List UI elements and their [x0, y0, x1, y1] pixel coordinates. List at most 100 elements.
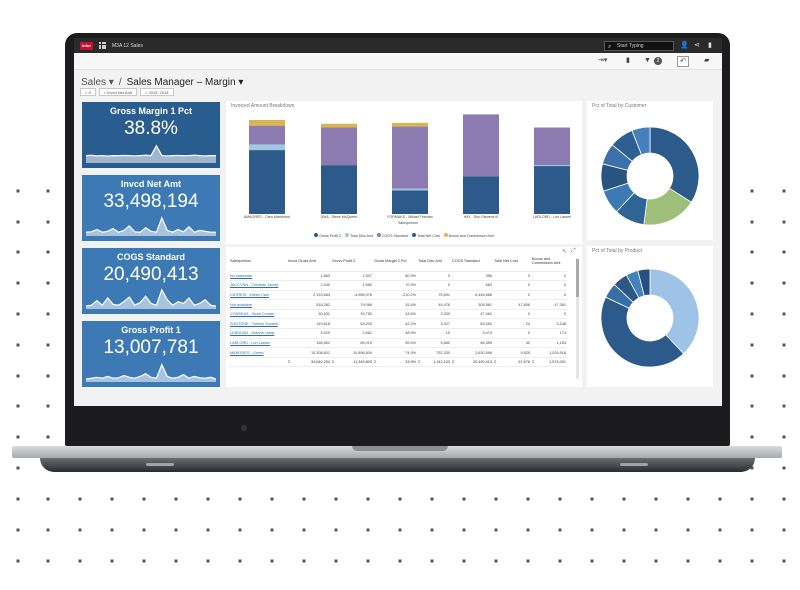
column-header[interactable]: Total Disc Amt: [417, 251, 451, 272]
legend-item[interactable]: Bonus and Commission Amt: [443, 233, 494, 238]
pattern-dot: [494, 497, 498, 501]
bookmark-toolbar-icon[interactable]: ▮: [626, 57, 630, 64]
table-cell: 47,856: [493, 299, 531, 310]
pattern-dot: [16, 250, 20, 254]
column-header[interactable]: Salesperson: [229, 251, 287, 272]
breadcrumb: Sales ▾ / Sales Manager – Margin ▾: [81, 77, 244, 88]
table-cell: 663: [451, 280, 493, 291]
pattern-dot: [16, 435, 20, 439]
table-row[interactable]: JACCYNN - Christian Jacobi 2,340 1,580 70.9…: [229, 280, 567, 291]
salesperson-link[interactable]: LENDDAN - Dianna Lewis: [229, 328, 287, 339]
salesperson-link[interactable]: LARLORD - Lori Larsen: [229, 338, 287, 349]
bar-segment[interactable]: [534, 165, 570, 167]
bar-segment[interactable]: [392, 188, 428, 191]
bar-segment[interactable]: [321, 123, 357, 128]
table-cell: 48.9%: [373, 328, 417, 339]
table-row[interactable]: MAROREG - Greed 15,308,601 10,896,834 74.9%…: [229, 347, 567, 358]
export-icon[interactable]: ⇥▾: [598, 57, 608, 64]
invcd-net-amt-tile[interactable]: Invcd Net Amt 33,498,194: [82, 175, 220, 241]
bar-segment[interactable]: [321, 165, 357, 214]
folder-icon[interactable]: ▰: [704, 57, 710, 64]
filter-pill-3[interactable]: < 2019, 2018: [140, 88, 174, 96]
table-cell: 0: [531, 290, 567, 301]
pattern-dot: [622, 497, 626, 501]
bar-segment[interactable]: [392, 190, 428, 215]
donut-slice[interactable]: [631, 126, 651, 156]
breadcrumb-current[interactable]: Sales Manager – Margin ▾: [126, 77, 244, 88]
salesperson-link[interactable]: SUNTONE - Tommy Sundell: [229, 318, 287, 330]
bar-segment[interactable]: [321, 127, 357, 166]
legend-swatch: [412, 233, 417, 237]
filter-pill-2[interactable]: < Invcd Net Amt: [98, 88, 138, 96]
table-row[interactable]: CATREIS - Eileen Cain 2,153,683 -4,958,376…: [229, 290, 567, 301]
table-row[interactable]: Not available 518,282 79,086 15.4% 46,476 305…: [229, 299, 567, 310]
user-icon[interactable]: 👤: [680, 42, 689, 49]
legend-item[interactable]: Gross Profit 2: [314, 233, 341, 238]
salesperson-link[interactable]: JACCYNN - Christian Jacobi: [229, 280, 287, 291]
bar-segment[interactable]: [249, 144, 285, 151]
column-header[interactable]: Total Net Cost: [493, 251, 531, 272]
sigma-icon: Σ: [288, 360, 291, 365]
table-row[interactable]: LARLORD - Lori Larsen 158,562 85,019 55.5% 5…: [229, 338, 567, 349]
pattern-dot: [302, 497, 306, 501]
pattern-dot: [16, 343, 20, 347]
column-header[interactable]: Gross Profit 2: [331, 251, 373, 272]
salesperson-link[interactable]: Not available: [229, 299, 287, 310]
total-value: 33.9%: [405, 360, 416, 365]
donut-slice[interactable]: [649, 126, 700, 203]
column-header[interactable]: Bonus and Commission Amt: [531, 251, 567, 272]
pattern-dot: [558, 559, 562, 563]
table-cell: 55.5%: [373, 338, 417, 349]
column-header[interactable]: Gross Margin 2 Pct: [373, 251, 417, 272]
undo-button[interactable]: ↶: [677, 56, 689, 67]
bar-segment[interactable]: [392, 122, 428, 127]
bar-segment[interactable]: [249, 150, 285, 214]
donut-slice[interactable]: [637, 268, 651, 297]
table-row[interactable]: No salesman 1,863 1,507 80.9% 0 356 0 0: [229, 271, 567, 282]
table-cell: 2,630,596: [451, 347, 493, 358]
pattern-dot: [750, 374, 754, 378]
pattern-dot: [174, 528, 178, 532]
donut-slice[interactable]: [649, 268, 700, 355]
donut-chart-customer: [600, 126, 700, 226]
gross-margin-pct-tile[interactable]: Gross Margin 1 Pct 38.8%: [82, 102, 220, 168]
table-row[interactable]: LENDDAN - Dianna Lewis 5,929 2,661 48.9% 15 3…: [229, 328, 567, 339]
filter-icon[interactable]: ▼: [644, 57, 651, 64]
column-header[interactable]: Invcd Gross Amt: [287, 251, 331, 272]
pattern-dot: [494, 528, 498, 532]
donut-slice[interactable]: [600, 296, 685, 368]
table-row[interactable]: SUNTONE - Tommy Sundell 149,618 63,205 42.2…: [229, 318, 567, 330]
pattern-dot: [430, 528, 434, 532]
bar-segment[interactable]: [249, 120, 285, 126]
bar-segment[interactable]: [534, 127, 570, 166]
breadcrumb-root[interactable]: Sales ▾: [81, 77, 114, 88]
cogs-standard-tile[interactable]: COGS Standard 20,490,413: [82, 248, 220, 314]
table-scrollbar[interactable]: [576, 259, 579, 379]
bar-segment[interactable]: [463, 176, 499, 214]
bar-segment[interactable]: [463, 114, 499, 177]
app-switcher-icon[interactable]: [99, 42, 106, 49]
salesperson-link[interactable]: CONSEAS - Sean Conner: [229, 309, 287, 320]
expand-icon[interactable]: ⤢: [571, 248, 576, 254]
bar-category-label: AMAORES - Oreo Markevich: [243, 215, 291, 219]
column-header[interactable]: COGS Standard: [451, 251, 493, 272]
bar-segment[interactable]: [392, 126, 428, 189]
bar-segment[interactable]: [249, 125, 285, 145]
legend-item[interactable]: COGS Standard: [376, 233, 408, 238]
pattern-dot: [16, 497, 20, 501]
search-input[interactable]: ⌕ Start Typing: [604, 41, 674, 51]
filter-pill-1[interactable]: < 5: [80, 88, 96, 96]
share-icon[interactable]: ⋖: [694, 42, 700, 49]
salesperson-link[interactable]: MAROREG - Greed: [229, 347, 287, 358]
pattern-dot: [718, 497, 722, 501]
gross-profit-tile[interactable]: Gross Profit 1 13,007,781: [82, 321, 220, 387]
legend-item[interactable]: Total Disc Amt: [345, 233, 373, 238]
bookmark-icon[interactable]: ▮: [708, 42, 712, 49]
pattern-dot: [398, 559, 402, 563]
salesperson-link[interactable]: CATREIS - Eileen Cain: [229, 290, 287, 301]
legend-item[interactable]: Total Net Cost: [412, 233, 440, 238]
table-row[interactable]: CONSEAS - Sean Conner 90,531 39,750 43.6% 3,…: [229, 309, 567, 320]
salesperson-link[interactable]: No salesman: [229, 271, 287, 282]
bar-segment[interactable]: [534, 166, 570, 214]
salesperson-table-panel: Salesperson Invcd Gross Amt Gross Profit 2…: [226, 247, 582, 387]
